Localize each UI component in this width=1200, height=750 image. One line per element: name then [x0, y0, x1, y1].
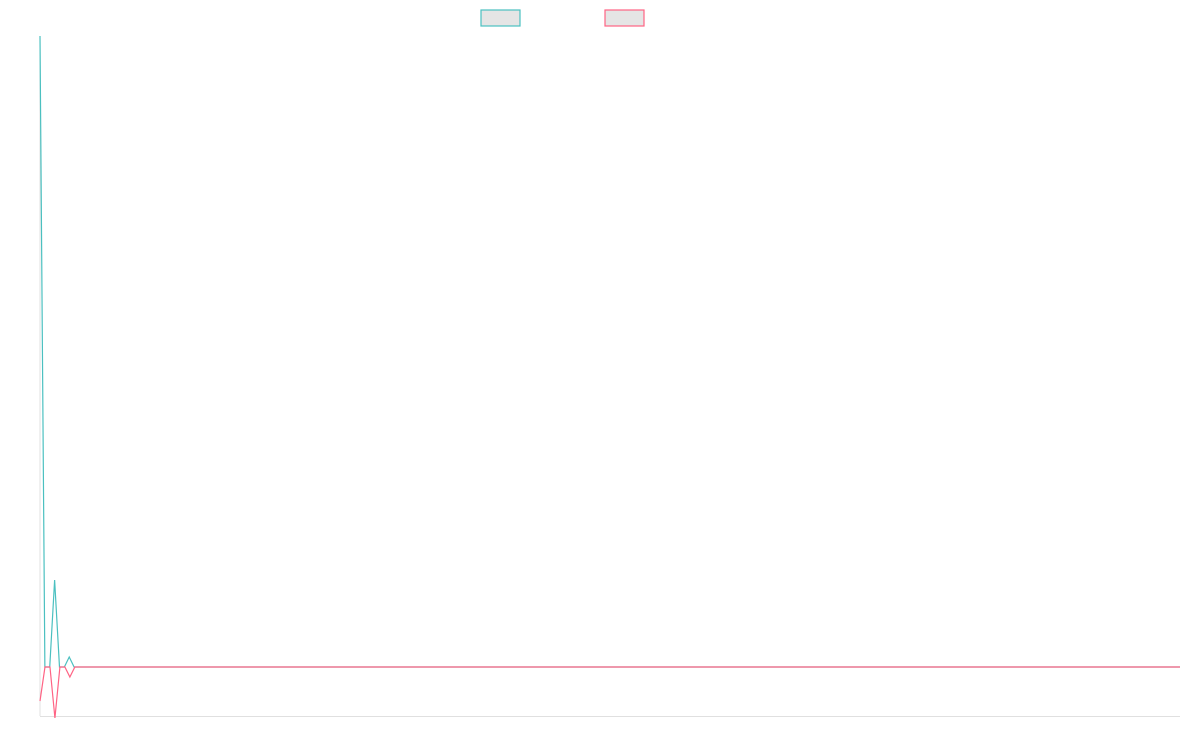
series-layer: [39, 35, 1180, 719]
series-line-1: [39, 35, 1180, 668]
legend-swatch-1[interactable]: [480, 9, 521, 27]
legend-swatch-2[interactable]: [604, 9, 645, 27]
series-line-2: [39, 666, 1180, 719]
legend: [480, 9, 645, 27]
